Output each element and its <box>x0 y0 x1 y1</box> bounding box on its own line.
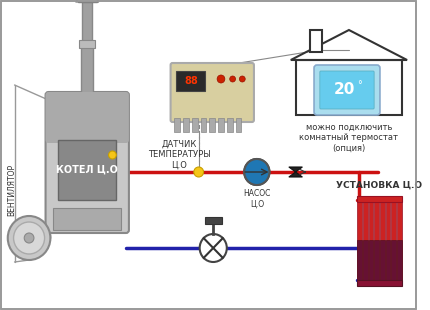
Bar <box>227 118 233 132</box>
Bar <box>310 30 322 52</box>
Circle shape <box>217 75 225 83</box>
Text: УСТАНОВКА Ц.О: УСТАНОВКА Ц.О <box>336 181 423 190</box>
Bar <box>80 40 95 48</box>
Bar <box>357 240 362 280</box>
Circle shape <box>200 234 227 262</box>
Bar <box>77 0 97 2</box>
Bar <box>380 200 385 280</box>
Bar <box>192 118 198 132</box>
Bar <box>205 217 222 224</box>
Text: 88: 88 <box>184 76 198 86</box>
Polygon shape <box>289 172 302 177</box>
Bar <box>391 240 396 280</box>
Bar <box>369 200 373 280</box>
Bar <box>295 60 402 115</box>
Bar <box>176 71 206 91</box>
Circle shape <box>8 216 50 260</box>
Text: 20: 20 <box>333 82 355 98</box>
Bar <box>397 200 402 280</box>
Bar <box>209 118 215 132</box>
Circle shape <box>244 159 270 185</box>
Text: ВЕНТИЛЯТОР: ВЕНТИЛЯТОР <box>7 164 16 216</box>
Bar <box>218 118 224 132</box>
Bar <box>386 240 390 280</box>
Bar <box>83 0 92 45</box>
Bar <box>51 98 123 138</box>
Circle shape <box>108 151 116 159</box>
Text: КОТЕЛ Ц.О: КОТЕЛ Ц.О <box>56 165 118 175</box>
Circle shape <box>244 159 270 185</box>
Bar <box>201 118 206 132</box>
Circle shape <box>24 233 34 243</box>
Bar <box>183 118 189 132</box>
Bar <box>386 200 390 280</box>
Bar <box>369 240 373 280</box>
FancyBboxPatch shape <box>171 63 254 122</box>
Bar <box>363 240 368 280</box>
Polygon shape <box>244 159 257 185</box>
Bar <box>391 200 396 280</box>
Polygon shape <box>289 167 302 172</box>
FancyBboxPatch shape <box>46 92 129 233</box>
Circle shape <box>230 76 236 82</box>
Bar <box>53 208 121 230</box>
Text: ДАТЧИК
ТЕМПЕРАТУРЫ
Ц.О: ДАТЧИК ТЕМПЕРАТУРЫ Ц.О <box>148 140 211 170</box>
Bar <box>236 118 241 132</box>
Text: °: ° <box>357 80 362 90</box>
Bar <box>380 240 385 280</box>
FancyBboxPatch shape <box>314 65 380 115</box>
Bar <box>58 140 116 200</box>
Bar <box>356 280 402 286</box>
Circle shape <box>14 222 45 254</box>
Bar <box>374 200 379 280</box>
Circle shape <box>240 76 245 82</box>
Polygon shape <box>76 0 99 2</box>
Bar <box>397 240 402 280</box>
Bar <box>175 118 180 132</box>
Bar <box>363 200 368 280</box>
FancyBboxPatch shape <box>320 71 374 109</box>
Text: можно подключить
комнатный термостат
(опция): можно подключить комнатный термостат (оп… <box>299 123 399 153</box>
Bar <box>356 196 402 202</box>
Bar <box>81 45 93 97</box>
FancyBboxPatch shape <box>46 92 129 143</box>
Text: НАСОС
Ц.О: НАСОС Ц.О <box>243 189 270 208</box>
Bar <box>374 240 379 280</box>
Circle shape <box>194 167 203 177</box>
Bar <box>357 200 362 280</box>
